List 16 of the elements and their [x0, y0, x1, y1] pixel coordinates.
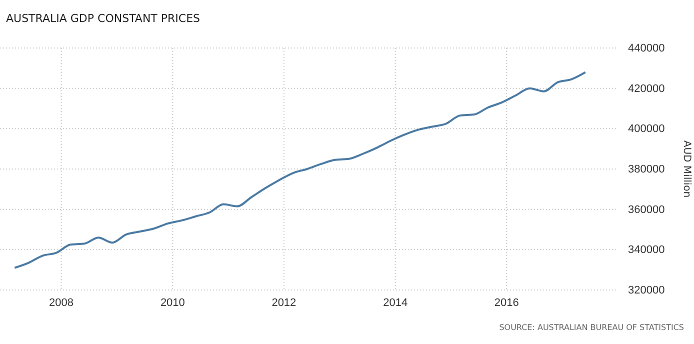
x-tick-label: 2010 [160, 296, 185, 309]
x-tick-label: 2014 [383, 296, 408, 309]
y-tick-label: 400000 [628, 123, 665, 136]
y-tick-label: 420000 [628, 82, 665, 95]
y-tick-label: 360000 [628, 204, 665, 216]
line-series [14, 71, 586, 269]
y-axis-title: AUD Million [681, 140, 692, 198]
y-tick-label: 440000 [628, 42, 665, 55]
x-tick-label: 2012 [272, 296, 296, 309]
x-tick-label: 2008 [49, 296, 74, 309]
y-tick-label: 320000 [628, 284, 665, 297]
y-tick-label: 340000 [628, 244, 665, 256]
chart-title: AUSTRALIA GDP CONSTANT PRICES [6, 12, 200, 25]
y-tick-label: 380000 [628, 164, 665, 176]
source-note: SOURCE: AUSTRALIAN BUREAU OF STATISTICS [499, 323, 684, 332]
x-tick-label: 2016 [494, 296, 519, 309]
